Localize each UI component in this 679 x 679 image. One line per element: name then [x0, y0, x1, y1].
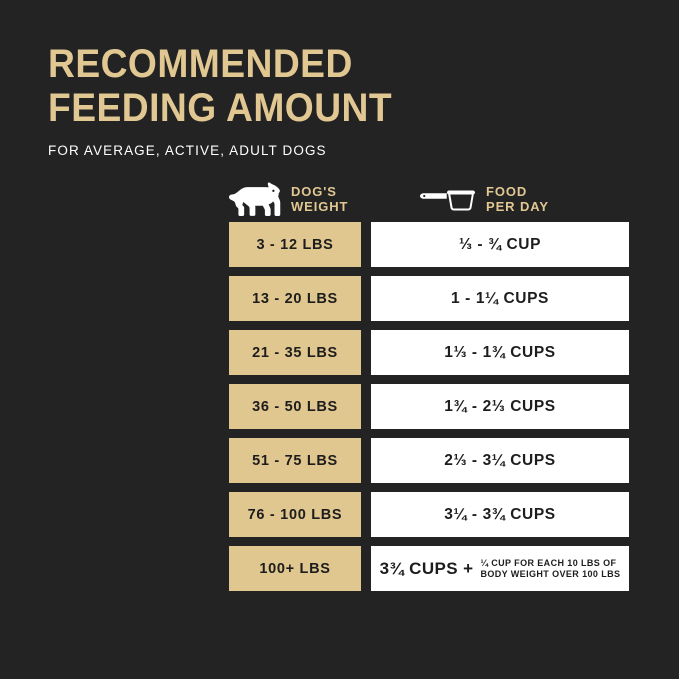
cell-gap: [361, 276, 371, 321]
cell-gap: [361, 492, 371, 537]
title-line-1: RECOMMENDED: [48, 42, 353, 86]
food-amount-main: 3¾ CUPS +: [379, 558, 474, 578]
cell-dogs-weight: 13 - 20 LBS: [229, 276, 361, 321]
cell-gap: [361, 330, 371, 375]
column-header-food-per-day: FOOD PER DAY: [371, 184, 629, 214]
cell-dogs-weight: 36 - 50 LBS: [229, 384, 361, 429]
cell-food-per-day: 1⅓ - 1¾ CUPS: [371, 330, 629, 375]
cell-dogs-weight: 76 - 100 LBS: [229, 492, 361, 537]
page-subtitle: FOR AVERAGE, ACTIVE, ADULT DOGS: [48, 143, 327, 158]
cell-gap: [361, 384, 371, 429]
cell-gap: [361, 546, 371, 591]
cell-food-per-day: 1 - 1¼ CUPS: [371, 276, 629, 321]
column-header-dogs-weight-label: DOG'S WEIGHT: [291, 184, 349, 214]
cell-food-per-day: 2⅓ - 3¼ CUPS: [371, 438, 629, 483]
cell-food-per-day: 1¾ - 2⅓ CUPS: [371, 384, 629, 429]
cell-food-per-day: 3¼ - 3¾ CUPS: [371, 492, 629, 537]
table-row: 100+ LBS 3¾ CUPS + ¼ CUP FOR EACH 10 LBS…: [229, 546, 629, 591]
table-row: 76 - 100 LBS 3¼ - 3¾ CUPS: [229, 492, 629, 537]
cell-dogs-weight: 3 - 12 LBS: [229, 222, 361, 267]
column-header-food-per-day-label: FOOD PER DAY: [486, 184, 549, 214]
cell-food-per-day: ⅓ - ¾ CUP: [371, 222, 629, 267]
cell-food-per-day: 3¾ CUPS + ¼ CUP FOR EACH 10 LBS OF BODY …: [371, 546, 629, 591]
dog-silhouette-icon: [229, 182, 281, 216]
table-row: 21 - 35 LBS 1⅓ - 1¾ CUPS: [229, 330, 629, 375]
table-row: 13 - 20 LBS 1 - 1¼ CUPS: [229, 276, 629, 321]
cell-gap: [361, 222, 371, 267]
food-amount-note: ¼ CUP FOR EACH 10 LBS OF BODY WEIGHT OVE…: [480, 558, 621, 579]
measuring-cup-icon: [420, 190, 475, 211]
table-row: 36 - 50 LBS 1¾ - 2⅓ CUPS: [229, 384, 629, 429]
cell-dogs-weight: 100+ LBS: [229, 546, 361, 591]
table-row: 3 - 12 LBS ⅓ - ¾ CUP: [229, 222, 629, 267]
title-line-2: FEEDING AMOUNT: [48, 86, 393, 130]
cell-dogs-weight: 21 - 35 LBS: [229, 330, 361, 375]
page-title: RECOMMENDED FEEDING AMOUNT FOR AVERAGE, …: [48, 44, 608, 158]
table-header-row: DOG'S WEIGHT FOOD PER DAY: [229, 176, 629, 222]
column-header-dogs-weight: DOG'S WEIGHT: [229, 182, 371, 216]
cell-gap: [361, 438, 371, 483]
cell-dogs-weight: 51 - 75 LBS: [229, 438, 361, 483]
feeding-amount-table: DOG'S WEIGHT FOOD PER DAY 3 - 12 LBS ⅓ -…: [229, 176, 629, 600]
table-row: 51 - 75 LBS 2⅓ - 3¼ CUPS: [229, 438, 629, 483]
